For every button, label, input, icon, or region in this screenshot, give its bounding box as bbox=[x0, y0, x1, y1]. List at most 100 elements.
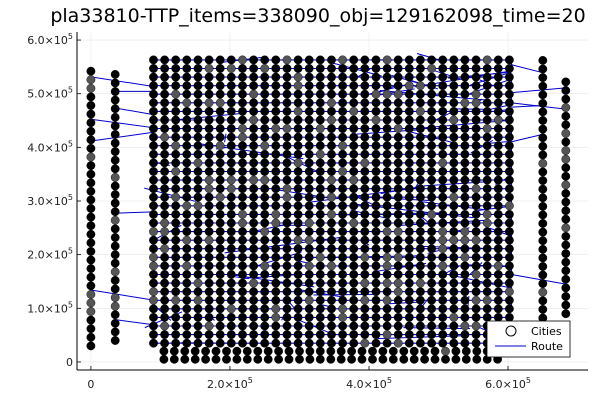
city-marker bbox=[338, 81, 347, 91]
city-marker bbox=[271, 312, 281, 322]
city-marker bbox=[204, 132, 214, 142]
city-marker bbox=[249, 261, 259, 271]
city-marker bbox=[226, 149, 236, 159]
city-marker bbox=[427, 287, 436, 297]
city-marker bbox=[238, 330, 247, 339]
city-marker bbox=[338, 64, 347, 73]
city-marker bbox=[430, 354, 440, 364]
city-marker bbox=[327, 175, 336, 185]
city-marker bbox=[204, 115, 214, 125]
city-marker bbox=[427, 261, 436, 271]
city-marker bbox=[415, 192, 425, 202]
x-tick-label: 6.0×105 bbox=[485, 376, 531, 391]
city-marker bbox=[538, 184, 548, 194]
city-marker bbox=[504, 244, 514, 254]
legend-route-label: Route bbox=[531, 340, 563, 353]
city-marker bbox=[282, 149, 292, 159]
city-marker bbox=[110, 207, 120, 217]
city-marker bbox=[282, 338, 292, 348]
city-marker bbox=[360, 235, 370, 245]
city-marker bbox=[238, 218, 247, 228]
city-marker bbox=[110, 267, 120, 277]
city-marker bbox=[86, 169, 96, 179]
city-marker bbox=[493, 167, 503, 176]
city-marker bbox=[110, 318, 120, 328]
city-marker bbox=[171, 167, 181, 176]
city-marker bbox=[293, 158, 303, 168]
city-marker bbox=[215, 235, 225, 245]
city-marker bbox=[368, 346, 377, 356]
city-marker bbox=[349, 192, 359, 202]
city-marker bbox=[349, 132, 359, 142]
city-marker bbox=[438, 192, 448, 202]
city-marker bbox=[160, 295, 170, 305]
city-marker bbox=[160, 124, 170, 134]
city-marker bbox=[472, 354, 482, 364]
city-marker bbox=[393, 227, 403, 237]
city-marker bbox=[438, 287, 448, 297]
city-marker bbox=[349, 287, 359, 297]
city-marker bbox=[482, 175, 492, 185]
city-marker bbox=[382, 167, 392, 176]
city-marker bbox=[404, 278, 414, 288]
city-marker bbox=[86, 135, 96, 145]
city-marker bbox=[504, 175, 514, 185]
city-marker bbox=[238, 124, 247, 134]
city-marker bbox=[404, 218, 414, 228]
city-marker bbox=[471, 141, 481, 151]
city-marker bbox=[110, 327, 120, 337]
city-marker bbox=[315, 167, 325, 176]
city-marker bbox=[160, 158, 170, 168]
city-marker bbox=[441, 354, 450, 364]
city-marker bbox=[171, 72, 181, 82]
city-marker bbox=[110, 250, 120, 260]
city-marker bbox=[493, 235, 503, 245]
city-marker bbox=[415, 261, 425, 271]
city-marker bbox=[493, 98, 503, 108]
city-marker bbox=[182, 81, 192, 91]
city-marker bbox=[204, 270, 214, 279]
city-marker bbox=[110, 224, 120, 234]
city-marker bbox=[415, 278, 425, 288]
city-marker bbox=[315, 252, 325, 262]
city-marker bbox=[271, 141, 281, 151]
city-marker bbox=[293, 235, 303, 245]
city-marker bbox=[193, 81, 203, 91]
city-marker bbox=[249, 158, 259, 168]
city-marker bbox=[327, 72, 336, 82]
city-marker bbox=[226, 312, 236, 322]
city-marker bbox=[460, 132, 470, 142]
city-marker bbox=[538, 64, 548, 74]
city-marker bbox=[304, 261, 314, 271]
city-marker bbox=[561, 292, 571, 301]
city-marker bbox=[215, 149, 225, 159]
city-marker bbox=[493, 295, 503, 305]
city-marker bbox=[204, 295, 214, 305]
city-marker bbox=[249, 98, 259, 108]
city-marker bbox=[193, 175, 203, 185]
city-marker bbox=[438, 252, 448, 262]
city-marker bbox=[427, 98, 436, 108]
city-marker bbox=[282, 192, 292, 202]
city-marker bbox=[482, 115, 492, 125]
city-marker bbox=[249, 184, 259, 194]
city-marker bbox=[415, 141, 425, 151]
city-marker bbox=[460, 72, 470, 82]
city-marker bbox=[193, 115, 203, 125]
city-marker bbox=[271, 295, 281, 305]
city-marker bbox=[482, 107, 492, 116]
city-marker bbox=[149, 209, 158, 219]
city-marker bbox=[404, 158, 414, 168]
city-marker bbox=[110, 147, 120, 157]
city-marker bbox=[561, 103, 571, 113]
city-marker bbox=[438, 158, 448, 168]
city-marker bbox=[449, 167, 459, 176]
city-marker bbox=[371, 235, 381, 245]
city-marker bbox=[538, 304, 548, 314]
city-marker bbox=[404, 235, 414, 245]
city-marker bbox=[449, 107, 459, 116]
city-marker bbox=[404, 261, 414, 271]
city-marker bbox=[382, 321, 392, 331]
city-marker bbox=[271, 55, 281, 65]
city-marker bbox=[561, 214, 571, 224]
